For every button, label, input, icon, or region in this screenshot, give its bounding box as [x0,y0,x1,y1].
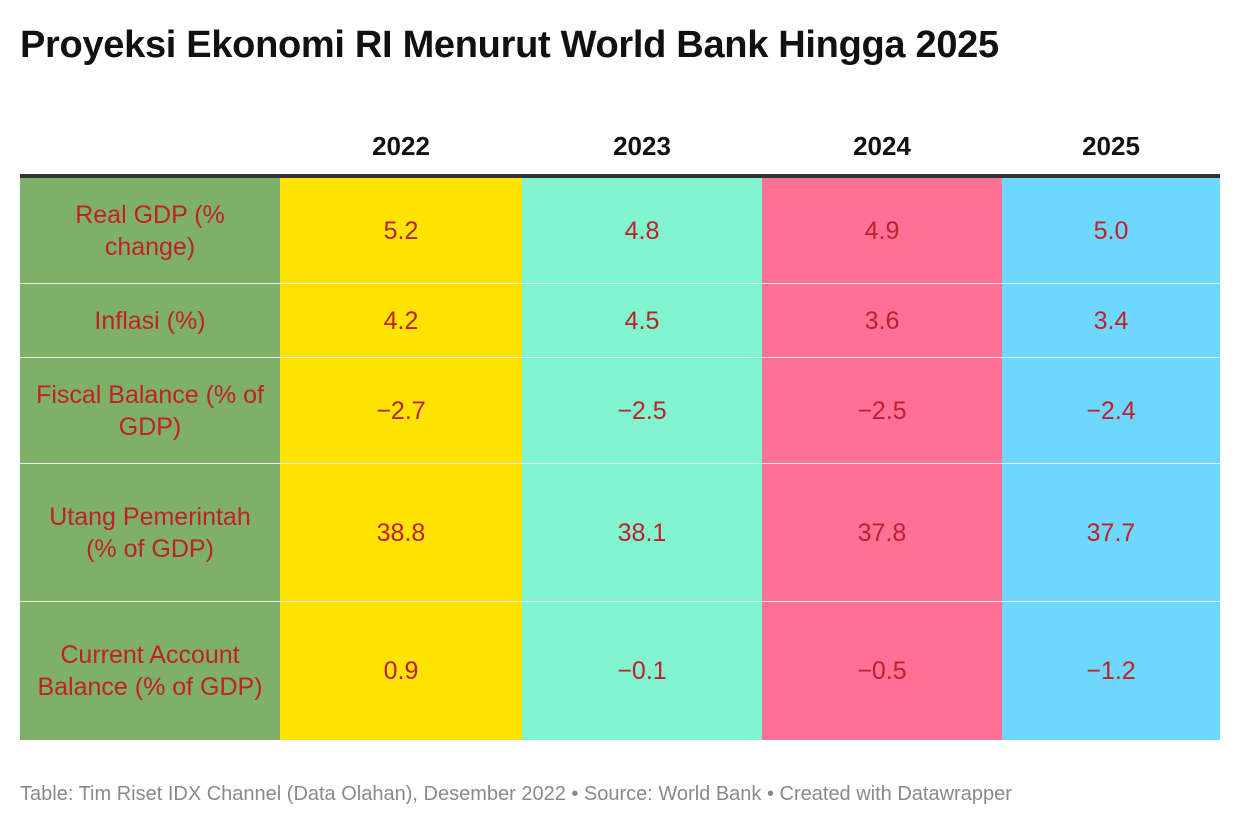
header-cell-2022: 2022 [372,130,430,161]
value-cell: 37.8 [762,464,1002,601]
value-cell: −0.5 [762,602,1002,740]
value-cell: −2.5 [762,358,1002,463]
table-row: Utang Pemerintah (% of GDP) 38.8 38.1 37… [20,464,1220,602]
source-footer: Table: Tim Riset IDX Channel (Data Olaha… [20,783,1012,805]
value-cell: 4.5 [522,284,762,357]
table-header-row: 2022 2023 2024 2025 [20,118,1220,178]
value-cell: 3.6 [762,284,1002,357]
value-cell: 38.1 [522,464,762,601]
value-cell: 0.9 [280,602,522,740]
table-row: Real GDP (% change) 5.2 4.8 4.9 5.0 [20,178,1220,284]
value-cell: −0.1 [522,602,762,740]
table-row: Inflasi (%) 4.2 4.5 3.6 3.4 [20,284,1220,358]
table-row: Current Account Balance (% of GDP) 0.9 −… [20,602,1220,740]
header-cell-2024: 2024 [853,130,911,161]
row-label: Utang Pemerintah (% of GDP) [20,464,280,601]
table-row: Fiscal Balance (% of GDP) −2.7 −2.5 −2.5… [20,358,1220,464]
value-cell: 37.7 [1002,464,1220,601]
header-cell-2023: 2023 [613,130,671,161]
value-cell: 3.4 [1002,284,1220,357]
value-cell: 5.2 [280,178,522,283]
value-cell: 4.9 [762,178,1002,283]
value-cell: −1.2 [1002,602,1220,740]
value-cell: −2.5 [522,358,762,463]
header-cell-label [20,116,280,176]
row-label: Fiscal Balance (% of GDP) [20,358,280,463]
chart-title: Proyeksi Ekonomi RI Menurut World Bank H… [20,24,999,66]
value-cell: 5.0 [1002,178,1220,283]
value-cell: 38.8 [280,464,522,601]
row-label: Real GDP (% change) [20,178,280,283]
data-table: 2022 2023 2024 2025 Real GDP (% change) … [20,118,1220,740]
value-cell: 4.2 [280,284,522,357]
value-cell: 4.8 [522,178,762,283]
row-label: Current Account Balance (% of GDP) [20,602,280,740]
value-cell: −2.7 [280,358,522,463]
header-cell-2025: 2025 [1082,130,1140,161]
row-label: Inflasi (%) [20,284,280,357]
value-cell: −2.4 [1002,358,1220,463]
